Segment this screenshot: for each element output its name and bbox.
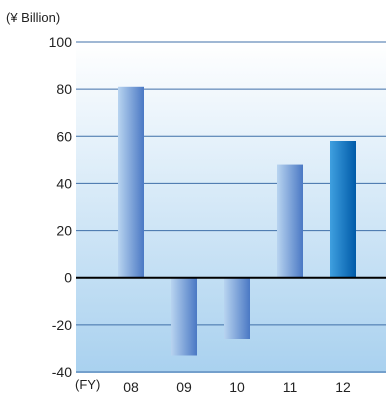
y-tick-label: -20 <box>52 317 72 333</box>
unit-label: (¥ Billion) <box>6 10 60 25</box>
bar-fy11 <box>277 164 303 278</box>
y-tick-label: 100 <box>49 34 73 50</box>
x-category-label: 11 <box>283 379 298 395</box>
y-tick-label: 60 <box>56 128 72 144</box>
x-category-label: 08 <box>123 379 139 395</box>
y-tick-label: 0 <box>64 270 72 286</box>
bar-fy12 <box>330 141 356 278</box>
x-category-label: 09 <box>176 379 192 395</box>
y-tick-label: -40 <box>52 364 72 380</box>
x-axis-category-labels: 08 09 10 11 12 <box>123 379 351 395</box>
x-category-label: 10 <box>229 379 245 395</box>
fiscal-year-label: (FY) <box>75 377 100 392</box>
bars <box>118 86 356 356</box>
y-tick-label: 80 <box>56 81 72 97</box>
y-tick-label: 40 <box>56 175 72 191</box>
y-tick-label: 20 <box>56 223 72 239</box>
bar-fy09 <box>171 277 197 356</box>
y-axis-tick-labels: -40 -20 0 20 40 60 80 100 <box>49 34 73 380</box>
x-category-label: 12 <box>335 379 351 395</box>
bar-fy08 <box>118 86 144 278</box>
bar-fy10 <box>224 277 250 339</box>
